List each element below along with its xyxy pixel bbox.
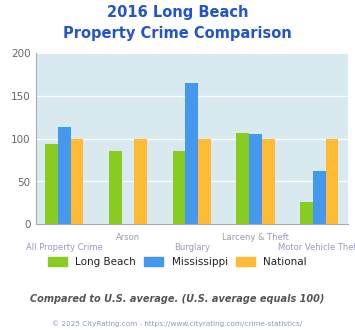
Text: Arson: Arson (116, 233, 140, 242)
Bar (236, 133, 249, 224)
Text: 2016 Long Beach: 2016 Long Beach (107, 5, 248, 20)
Text: All Property Crime: All Property Crime (26, 243, 103, 251)
Legend: Long Beach, Mississippi, National: Long Beach, Mississippi, National (48, 257, 307, 267)
Bar (109, 151, 121, 224)
Bar (198, 139, 211, 224)
Text: Larceny & Theft: Larceny & Theft (222, 233, 289, 242)
Text: Property Crime Comparison: Property Crime Comparison (63, 26, 292, 41)
Bar (326, 139, 338, 224)
Text: Burglary: Burglary (174, 243, 210, 251)
Text: Motor Vehicle Theft: Motor Vehicle Theft (278, 243, 355, 251)
Text: © 2025 CityRating.com - https://www.cityrating.com/crime-statistics/: © 2025 CityRating.com - https://www.city… (53, 320, 302, 327)
Bar (71, 139, 83, 224)
Bar (249, 134, 262, 224)
Bar (134, 139, 147, 224)
Bar (58, 127, 71, 224)
Bar (313, 171, 326, 224)
Bar (300, 202, 313, 224)
Bar (262, 139, 274, 224)
Bar (185, 83, 198, 224)
Text: Compared to U.S. average. (U.S. average equals 100): Compared to U.S. average. (U.S. average … (30, 294, 325, 304)
Bar (173, 151, 185, 224)
Bar (45, 144, 58, 224)
